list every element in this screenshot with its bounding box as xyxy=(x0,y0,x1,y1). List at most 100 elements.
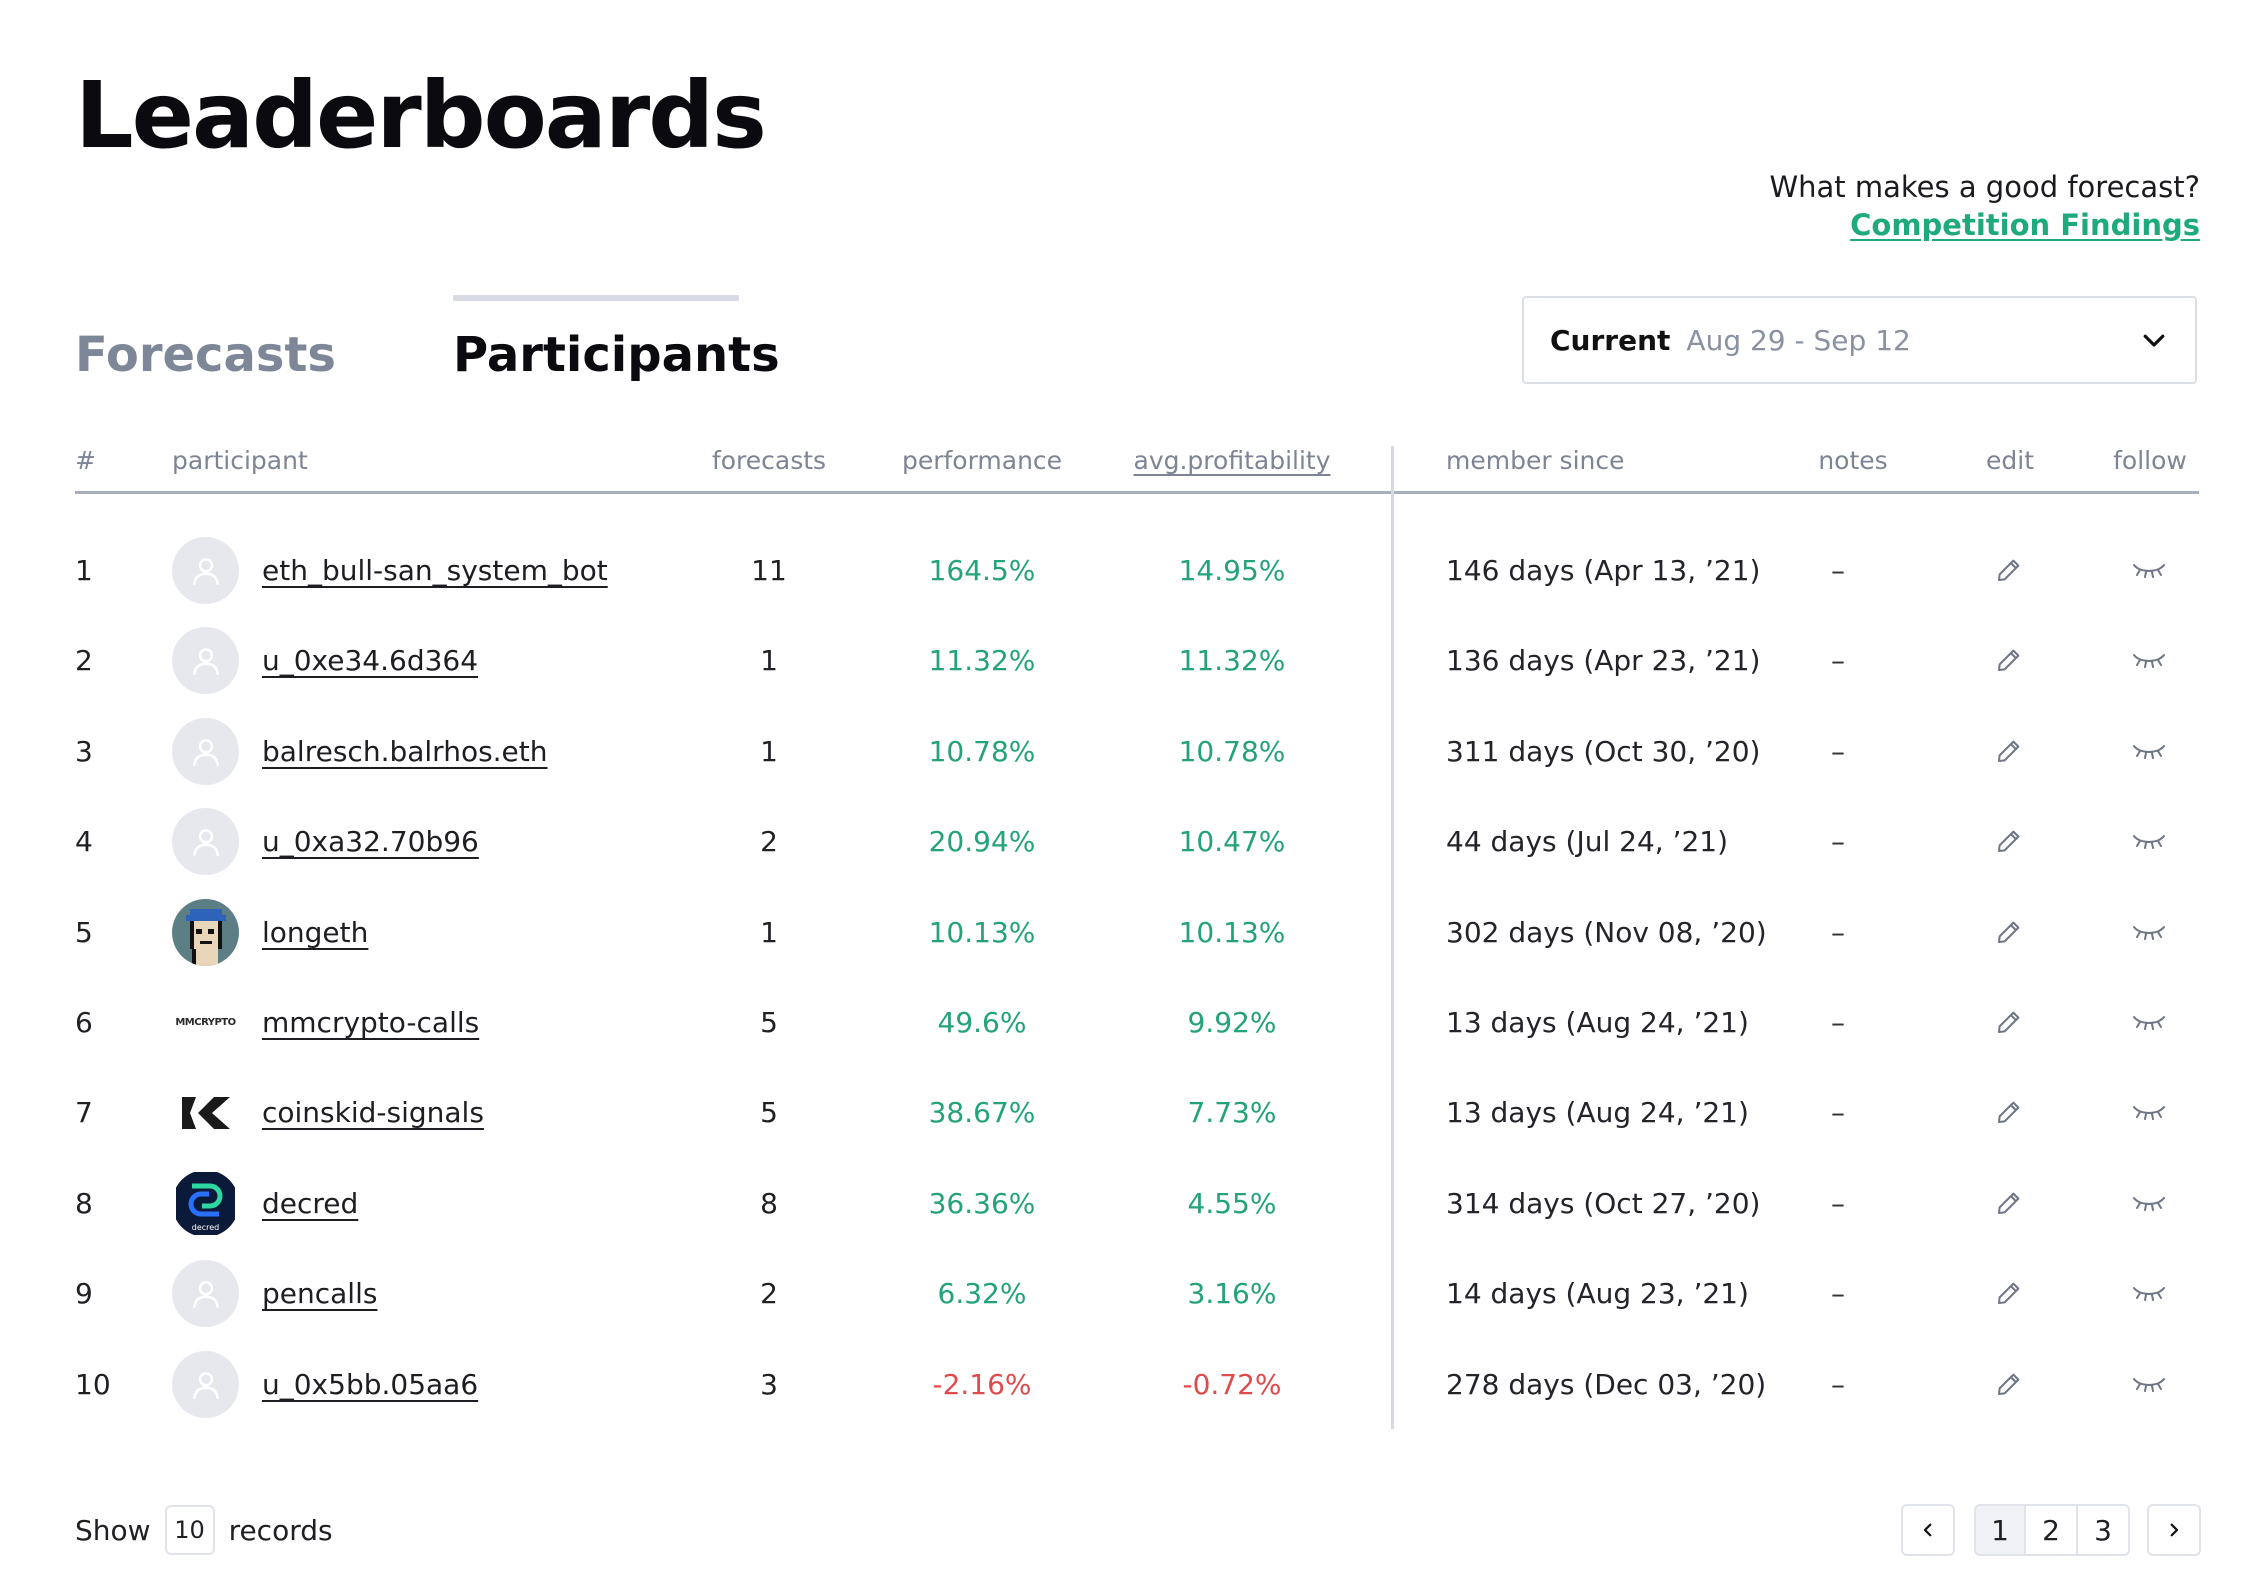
records-per-page: Show 10 records xyxy=(75,1504,333,1556)
promo-question: What makes a good forecast? xyxy=(1769,170,2200,204)
header-rank: # xyxy=(75,446,96,475)
performance-cell: 10.78% xyxy=(928,734,1036,768)
participant-link[interactable]: mmcrypto-calls xyxy=(262,1005,480,1039)
default-avatar-icon[interactable] xyxy=(172,1260,239,1327)
avg-profitability-cell: 7.73% xyxy=(1187,1095,1277,1129)
notes-cell: – xyxy=(1831,1095,1845,1129)
coinskid-logo[interactable] xyxy=(172,1079,239,1146)
edit-pencil-icon[interactable] xyxy=(1992,1005,2026,1039)
performance-cell: 6.32% xyxy=(937,1276,1027,1310)
default-avatar-icon[interactable] xyxy=(172,537,239,604)
rank-cell: 4 xyxy=(75,824,93,858)
rank-cell: 2 xyxy=(75,643,93,677)
member-since-cell: 302 days (Nov 08, ’20) xyxy=(1446,915,1767,949)
rank-cell: 9 xyxy=(75,1276,93,1310)
pagination-prev xyxy=(1901,1504,1955,1556)
forecasts-cell: 2 xyxy=(760,1276,778,1310)
notes-cell: – xyxy=(1831,1005,1845,1039)
header-follow: follow xyxy=(2113,446,2187,475)
default-avatar-icon[interactable] xyxy=(172,1351,239,1418)
table-row: 4 u_0xa32.70b96 2 20.94% 10.47% 44 days (Jul … xyxy=(0,796,2247,886)
follow-eye-closed-icon[interactable] xyxy=(2132,734,2166,768)
notes-cell: – xyxy=(1831,643,1845,677)
follow-eye-closed-icon[interactable] xyxy=(2132,1367,2166,1401)
tab-forecasts[interactable]: Forecasts xyxy=(75,327,336,383)
follow-eye-closed-icon[interactable] xyxy=(2132,1186,2166,1220)
records-count-input[interactable]: 10 xyxy=(164,1505,215,1555)
header-performance: performance xyxy=(901,446,1063,475)
forecasts-cell: 5 xyxy=(760,1095,778,1129)
prev-page-button[interactable] xyxy=(1901,1504,1955,1556)
pixel-punk-avatar[interactable] xyxy=(172,899,239,966)
period-select[interactable]: Current Aug 29 - Sep 12 xyxy=(1522,296,2197,384)
next-page-button[interactable] xyxy=(2147,1504,2201,1556)
records-label: records xyxy=(228,1513,333,1547)
notes-cell: – xyxy=(1831,1276,1845,1310)
participant-link[interactable]: u_0xa32.70b96 xyxy=(262,824,479,858)
participant-link[interactable]: eth_bull-san_system_bot xyxy=(262,553,608,587)
member-since-cell: 278 days (Dec 03, ’20) xyxy=(1446,1367,1767,1401)
tab-participants[interactable]: Participants xyxy=(453,327,780,383)
participant-link[interactable]: longeth xyxy=(262,915,369,949)
performance-cell: -2.16% xyxy=(932,1367,1032,1401)
edit-pencil-icon[interactable] xyxy=(1992,1276,2026,1310)
chevron-right-icon xyxy=(2170,1523,2179,1537)
header-forecasts: forecasts xyxy=(711,446,827,475)
avg-profitability-cell: 14.95% xyxy=(1178,553,1286,587)
performance-cell: 49.6% xyxy=(937,1005,1027,1039)
edit-pencil-icon[interactable] xyxy=(1992,734,2026,768)
participant-link[interactable]: pencalls xyxy=(262,1276,378,1310)
header-avg-profitability[interactable]: avg.profitability xyxy=(1133,446,1331,475)
edit-pencil-icon[interactable] xyxy=(1992,915,2026,949)
page-button-2[interactable]: 2 xyxy=(2026,1504,2078,1556)
member-since-cell: 44 days (Jul 24, ’21) xyxy=(1446,824,1729,858)
rank-cell: 10 xyxy=(75,1367,111,1401)
show-label: Show xyxy=(75,1513,151,1547)
follow-eye-closed-icon[interactable] xyxy=(2132,1005,2166,1039)
performance-cell: 20.94% xyxy=(928,824,1036,858)
follow-eye-closed-icon[interactable] xyxy=(2132,1095,2166,1129)
edit-pencil-icon[interactable] xyxy=(1992,824,2026,858)
participant-link[interactable]: decred xyxy=(262,1186,359,1220)
mmcrypto-logo[interactable]: MMCRYPTO xyxy=(172,989,239,1056)
follow-eye-closed-icon[interactable] xyxy=(2132,643,2166,677)
participant-link[interactable]: u_0xe34.6d364 xyxy=(262,643,479,677)
competition-findings-link[interactable]: Competition Findings xyxy=(1850,208,2200,242)
follow-eye-closed-icon[interactable] xyxy=(2132,1276,2166,1310)
avg-profitability-cell: 3.16% xyxy=(1187,1276,1277,1310)
pagination-next xyxy=(2147,1504,2201,1556)
header-edit: edit xyxy=(1986,446,2034,475)
notes-cell: – xyxy=(1831,915,1845,949)
edit-pencil-icon[interactable] xyxy=(1992,1095,2026,1129)
edit-pencil-icon[interactable] xyxy=(1992,643,2026,677)
forecasts-cell: 8 xyxy=(760,1186,778,1220)
rank-cell: 1 xyxy=(75,553,93,587)
notes-cell: – xyxy=(1831,1367,1845,1401)
forecasts-cell: 1 xyxy=(760,643,778,677)
participant-link[interactable]: balresch.balrhos.eth xyxy=(262,734,548,768)
member-since-cell: 13 days (Aug 24, ’21) xyxy=(1446,1005,1749,1039)
default-avatar-icon[interactable] xyxy=(172,627,239,694)
decred-logo[interactable]: decred xyxy=(172,1170,239,1237)
follow-eye-closed-icon[interactable] xyxy=(2132,553,2166,587)
default-avatar-icon[interactable] xyxy=(172,718,239,785)
follow-eye-closed-icon[interactable] xyxy=(2132,824,2166,858)
edit-pencil-icon[interactable] xyxy=(1992,1186,2026,1220)
page-button-1[interactable]: 1 xyxy=(1974,1504,2026,1556)
rank-cell: 3 xyxy=(75,734,93,768)
header-member-since: member since xyxy=(1446,446,1625,475)
table-row: 5 longeth 1 10.13% 10.13% 302 days (Nov 08, ’… xyxy=(0,887,2247,977)
participant-link[interactable]: coinskid-signals xyxy=(262,1095,484,1129)
avg-profitability-cell: 10.78% xyxy=(1178,734,1286,768)
performance-cell: 11.32% xyxy=(928,643,1036,677)
avg-profitability-cell: 10.47% xyxy=(1178,824,1286,858)
follow-eye-closed-icon[interactable] xyxy=(2132,915,2166,949)
participant-link[interactable]: u_0x5bb.05aa6 xyxy=(262,1367,479,1401)
edit-pencil-icon[interactable] xyxy=(1992,553,2026,587)
rank-cell: 7 xyxy=(75,1095,93,1129)
page-button-3[interactable]: 3 xyxy=(2078,1504,2130,1556)
default-avatar-icon[interactable] xyxy=(172,808,239,875)
rank-cell: 5 xyxy=(75,915,93,949)
edit-pencil-icon[interactable] xyxy=(1992,1367,2026,1401)
table-row: 8 decred decred 8 36.36% 4.55% 314 days (Oct 2… xyxy=(0,1158,2247,1248)
